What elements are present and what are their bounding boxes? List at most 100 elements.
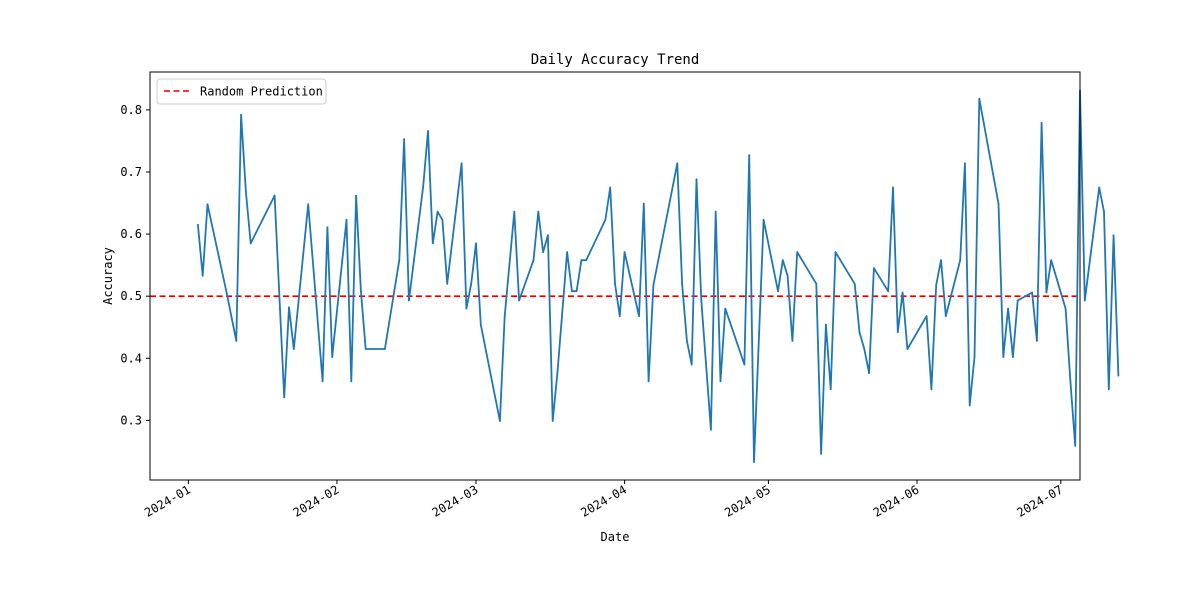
series-point [724,307,727,310]
series-point [853,282,856,285]
y-tick-label: 0.3 [120,413,142,427]
series-point [364,348,367,350]
series-point [1117,374,1120,377]
series-point [1002,356,1005,358]
series-point [1045,291,1048,294]
series-point [288,306,290,309]
series-point [499,420,501,422]
series-point [503,315,506,317]
series-point [743,363,746,366]
series-point [1007,307,1009,310]
series-point [566,251,568,254]
series-point [829,388,832,391]
series-point [940,259,942,262]
series-point [796,251,799,254]
series-point [1031,291,1033,294]
series-point [273,194,276,197]
series-point [292,348,295,350]
series-point [1074,444,1077,447]
series-point [240,113,243,116]
series-point [906,348,909,350]
series-point [1083,299,1086,302]
series-point [820,453,822,455]
series-point [686,340,688,342]
legend-label-random-prediction: Random Prediction [200,85,323,99]
series-point [575,290,578,293]
y-axis-ticks: 0.3 0.4 0.5 0.6 0.7 0.8 [120,103,150,427]
series-point [868,372,870,375]
series-point [652,284,655,286]
series-point [968,404,971,407]
series-point [753,461,755,463]
series-point [384,348,386,350]
series-point [896,331,899,334]
series-point [873,267,875,270]
series-point [791,340,794,342]
accuracy-series-points [197,89,1120,463]
y-tick-label: 0.6 [120,227,142,241]
series-point [1098,186,1101,189]
series-point [422,185,425,188]
series-point [714,210,717,213]
series-point [398,259,401,262]
series-point [815,282,818,285]
series-point [777,290,779,293]
x-axis-label: Date [601,530,630,544]
series-point [470,282,473,285]
series-point [551,420,554,422]
series-point [436,210,439,213]
series-point [513,210,516,213]
series-point [710,428,712,431]
plot-frame [149,71,1081,481]
series-point [973,356,976,358]
series-point [609,186,612,189]
series-point [431,242,434,245]
y-tick-label: 0.7 [120,165,142,179]
y-axis-label: Accuracy [101,247,115,305]
series-point [197,223,199,226]
series-point [225,292,228,294]
series-point [964,162,966,165]
series-point [858,331,861,334]
series-point [1040,122,1043,124]
series-point [1050,259,1053,262]
series-point [360,290,362,293]
series-point [321,380,324,383]
series-point [863,348,866,350]
series-point [1036,340,1038,342]
series-point [762,218,765,221]
series-point [542,251,544,254]
series-point [959,259,962,262]
legend: Random Prediction [156,78,327,105]
series-point [1103,210,1105,213]
series-point [700,299,703,302]
series-point [532,259,535,262]
series-point [935,284,938,286]
series-point [638,315,640,317]
series-point [408,299,410,302]
series-point [571,290,573,293]
series-point [441,218,444,221]
series-point [518,299,520,302]
legend-box [156,78,327,105]
chart-title: Daily Accuracy Trend [531,52,700,68]
series-point [681,282,683,285]
series-point [925,315,928,317]
series-point [307,203,310,206]
series-point [245,191,247,193]
series-point [427,130,429,132]
series-point [1069,380,1072,383]
series-point [892,186,894,189]
series-point [345,218,348,221]
series-point [201,274,204,277]
series-point [479,323,482,326]
series-point [719,380,722,383]
series-point [604,218,607,221]
y-tick-label: 0.5 [120,289,142,303]
series-point [901,291,904,294]
series-point [1016,299,1019,302]
accuracy-series-line [197,89,1120,463]
series-point [350,380,353,383]
series-point [618,315,621,317]
series-point [475,242,477,245]
